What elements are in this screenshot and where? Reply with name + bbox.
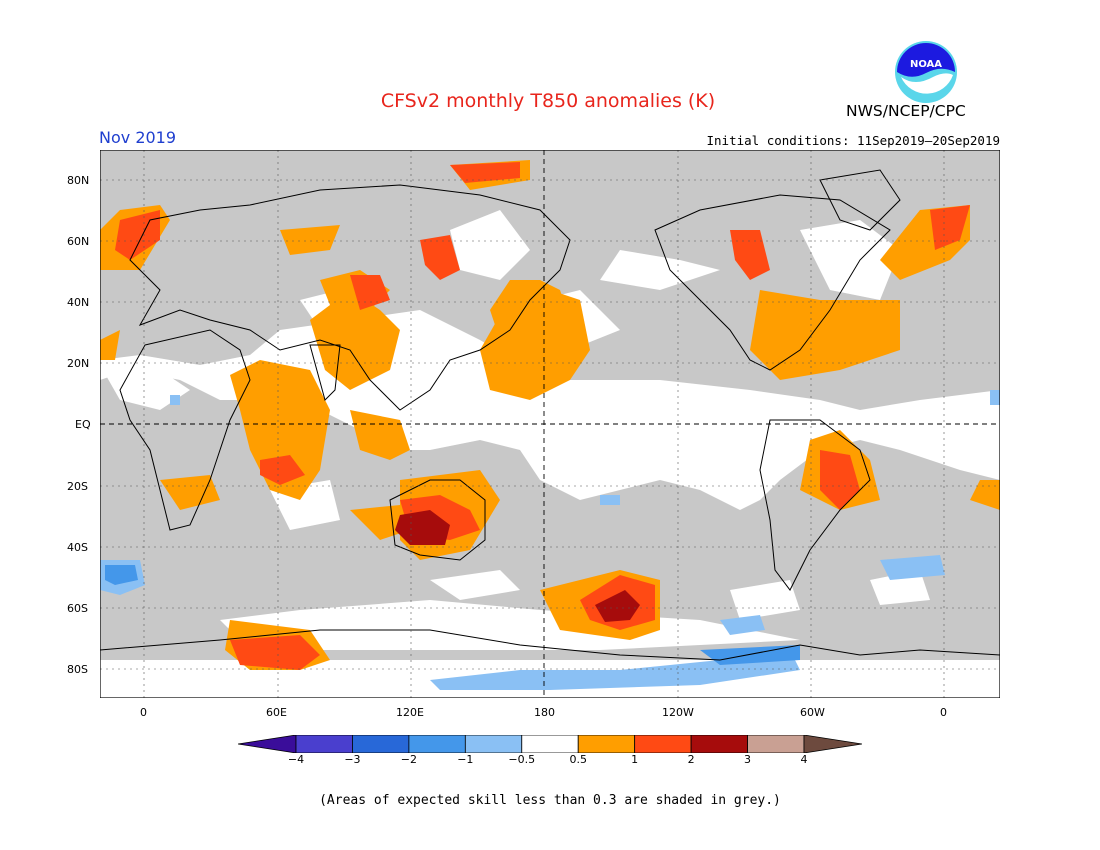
lon-label: 120W — [662, 706, 694, 719]
lat-label: 60S — [67, 602, 88, 615]
lat-label: 20S — [67, 480, 88, 493]
lon-label: 60W — [800, 706, 825, 719]
lat-label: EQ — [75, 418, 91, 431]
lat-label: 40S — [67, 541, 88, 554]
colorbar-box — [521, 735, 579, 753]
colorbar-arrow-right — [803, 735, 862, 753]
lat-label: 80S — [67, 663, 88, 676]
noaa-logo-icon: NOAA — [895, 41, 957, 103]
colorbar-box — [690, 735, 748, 753]
lat-label: 20N — [67, 357, 90, 370]
colorbar-box — [408, 735, 466, 753]
colorbar-tick-label: −0.5 — [508, 753, 536, 766]
valid-month-label: Nov 2019 — [99, 128, 177, 147]
skill-footnote: (Areas of expected skill less than 0.3 a… — [319, 793, 781, 808]
map-title: CFSv2 monthly T850 anomalies (K) — [380, 90, 716, 112]
initial-conditions-label: Initial conditions: 11Sep2019–20Sep2019 — [706, 133, 1001, 148]
colorbar-box — [464, 735, 523, 753]
lon-label: 0 — [940, 706, 947, 719]
graticule — [100, 150, 1000, 698]
colorbar-tick-label: −4 — [287, 753, 305, 766]
lon-label: 120E — [396, 706, 424, 719]
colorbar-arrow-left — [238, 735, 297, 753]
lon-label: 0 — [140, 706, 147, 719]
lat-label: 60N — [67, 235, 90, 248]
colorbar-box — [577, 735, 636, 753]
colorbar-tick-label: 1 — [631, 753, 639, 766]
colorbar-box — [634, 735, 692, 753]
coastlines — [100, 169, 1000, 661]
colorbar-tick-label: 2 — [687, 753, 695, 766]
anomaly-map — [100, 150, 1000, 698]
lat-label: 40N — [67, 296, 90, 309]
logo-text: NOAA — [910, 59, 942, 70]
colorbar-box — [352, 735, 410, 753]
colorbar-tick-label: 4 — [800, 753, 808, 766]
colorbar-tick-label: 3 — [744, 753, 752, 766]
colorbar-box — [295, 735, 353, 753]
colorbar — [238, 735, 862, 753]
colorbar-tick-label: −1 — [457, 753, 474, 766]
lat-label: 80N — [67, 174, 90, 187]
lon-label: 60E — [266, 706, 287, 719]
anomaly-2-3 — [395, 510, 640, 622]
lon-label: 180 — [534, 706, 555, 719]
colorbar-tick-label: −3 — [344, 753, 361, 766]
colorbar-tick-label: 0.5 — [569, 753, 587, 766]
agency-label: NWS/NCEP/CPC — [846, 102, 966, 120]
colorbar-tick-label: −2 — [400, 753, 417, 766]
colorbar-box — [747, 735, 805, 753]
